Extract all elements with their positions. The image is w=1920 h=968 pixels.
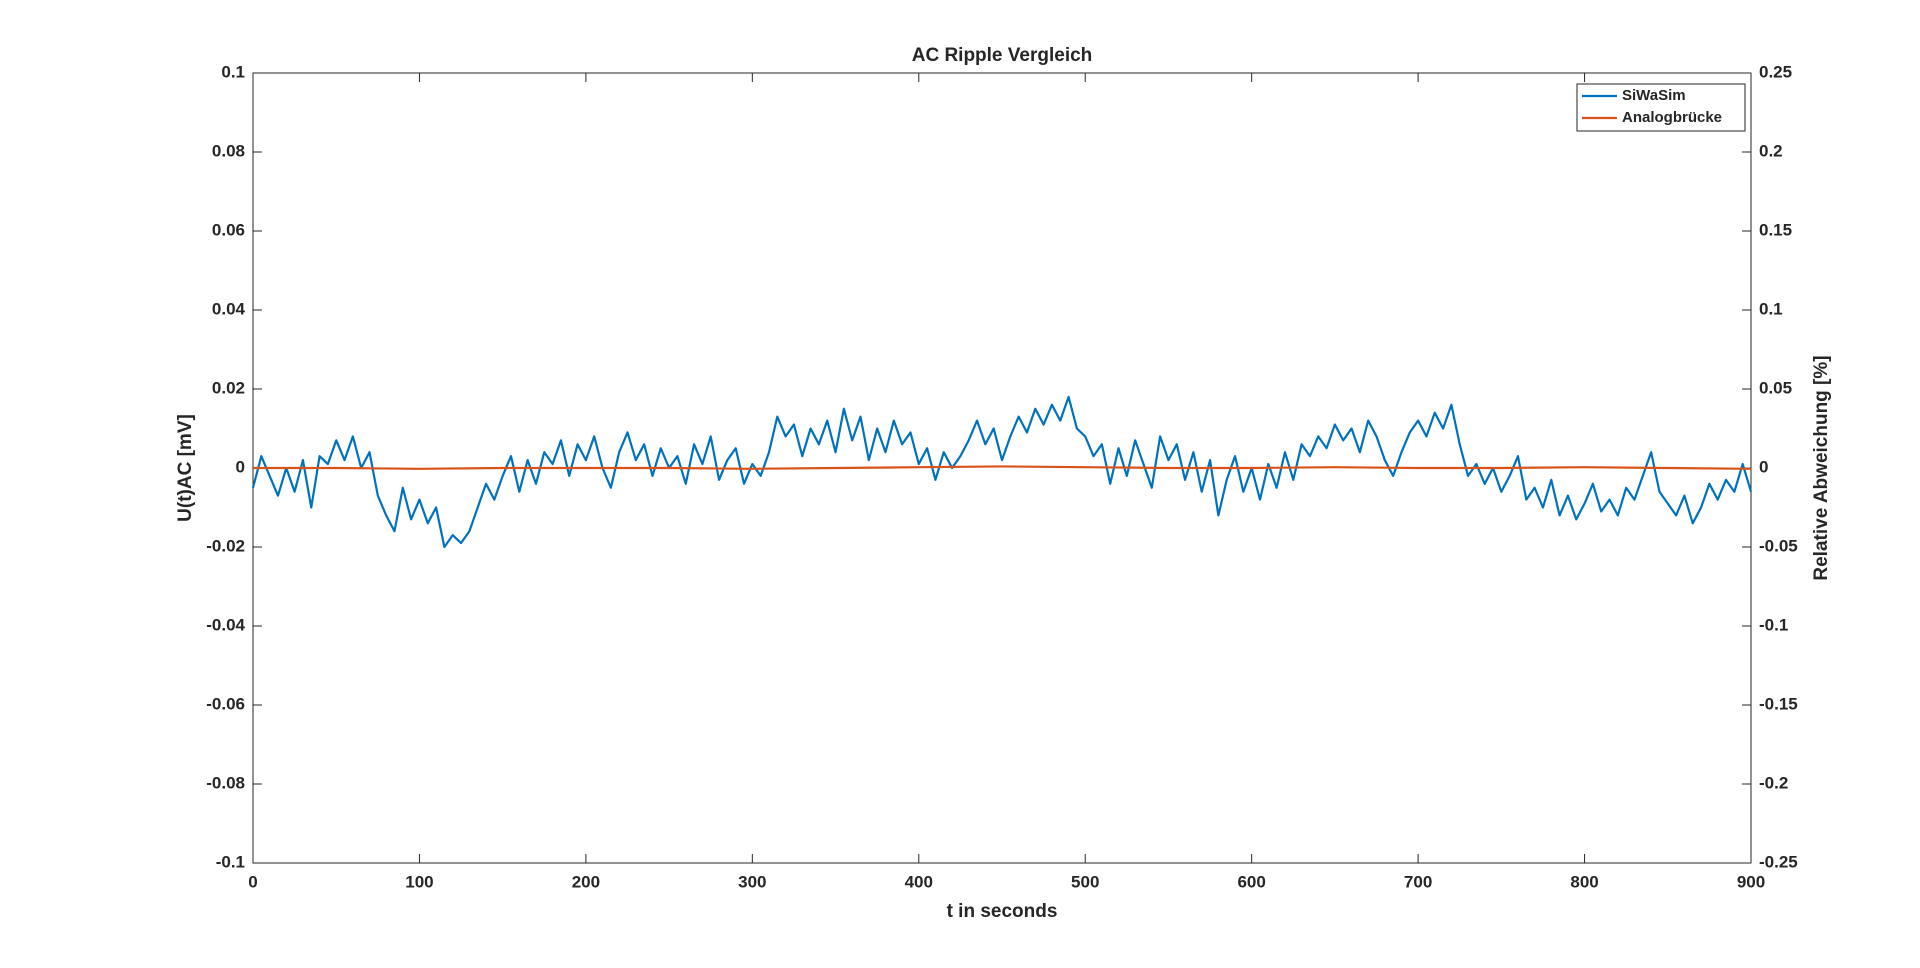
x-tick-label: 500: [1071, 872, 1099, 891]
y-tick-label: 0.06: [212, 220, 245, 239]
series-line: [253, 465, 1752, 470]
y2-tick-label: 0: [1759, 457, 1768, 476]
y-axis-label: U(t)AC [mV]: [175, 414, 196, 522]
y2-tick-label: 0.25: [1759, 62, 1792, 81]
x-tick-label: 0: [248, 872, 257, 891]
chart-title: AC Ripple Vergleich: [912, 45, 1093, 66]
y-tick-label: 0: [236, 457, 245, 476]
y2-tick-label: -0.2: [1759, 773, 1788, 792]
y2-tick-label: 0.2: [1759, 141, 1783, 160]
x-tick-label: 700: [1404, 872, 1432, 891]
y2-axis-label: Relative Abweichung [%]: [1811, 355, 1832, 580]
legend-label: Analogbrücke: [1622, 109, 1722, 126]
x-tick-label: 400: [905, 872, 933, 891]
x-tick-label: 800: [1570, 872, 1598, 891]
x-tick-label: 600: [1237, 872, 1265, 891]
series-line: [251, 395, 1753, 549]
x-axis-label: t in seconds: [947, 901, 1058, 922]
x-tick-label: 900: [1737, 872, 1765, 891]
y2-tick-label: -0.15: [1759, 694, 1798, 713]
y-tick-label: 0.08: [212, 141, 245, 160]
legend-label: SiWaSim: [1622, 87, 1686, 104]
y-tick-label: 0.04: [212, 299, 246, 318]
y-tick-label: -0.1: [216, 852, 245, 871]
y2-tick-label: 0.05: [1759, 378, 1792, 397]
y2-tick-label: -0.1: [1759, 615, 1788, 634]
y2-tick-label: 0.1: [1759, 299, 1783, 318]
y-tick-label: -0.04: [206, 615, 245, 634]
x-tick-label: 100: [405, 872, 433, 891]
y-tick-label: -0.08: [206, 773, 245, 792]
y2-tick-label: -0.25: [1759, 852, 1798, 871]
y-tick-label: -0.06: [206, 694, 245, 713]
y-tick-label: -0.02: [206, 536, 245, 555]
x-tick-label: 300: [738, 872, 766, 891]
y-tick-label: 0.02: [212, 378, 245, 397]
legend-box: [1576, 83, 1746, 132]
x-tick-label: 200: [572, 872, 600, 891]
y2-tick-label: -0.05: [1759, 536, 1798, 555]
y2-tick-label: 0.15: [1759, 220, 1792, 239]
y-tick-label: 0.1: [221, 62, 245, 81]
